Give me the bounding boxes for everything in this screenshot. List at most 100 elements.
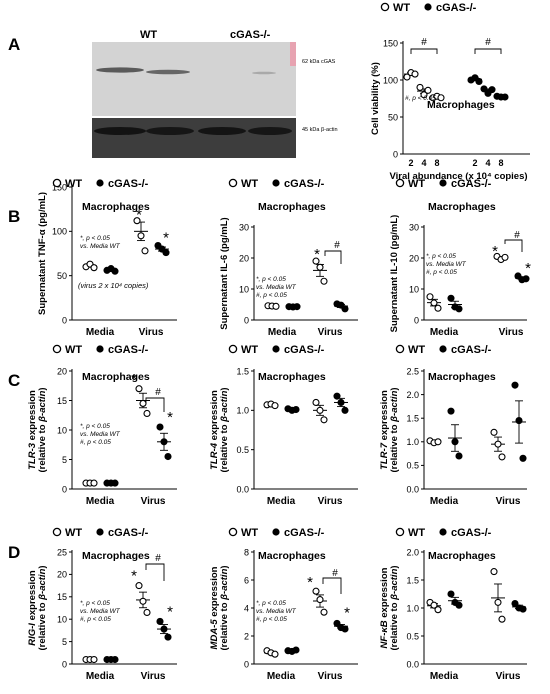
y-axis-label: TLR-3 expression xyxy=(27,390,38,470)
data-group xyxy=(333,300,349,313)
blot-actin-membrane xyxy=(92,118,296,158)
wt-data-point xyxy=(430,601,438,609)
y-tick-label: 50 xyxy=(388,112,398,122)
legend: WT cGAS-/- xyxy=(228,527,325,539)
x-category-label: Media xyxy=(430,671,459,682)
wt-data-point xyxy=(139,399,147,408)
wt-data-point xyxy=(316,596,324,604)
y-tick-label: 6 xyxy=(244,575,249,585)
y-axis-label2-pre: (relative to xyxy=(37,422,48,473)
legend-ko-marker xyxy=(272,345,280,353)
y-tick-label: 0 xyxy=(244,315,249,325)
data-group xyxy=(82,479,98,487)
y-tick-label: 1.5 xyxy=(406,414,419,424)
y-tick-label: 100 xyxy=(52,227,67,237)
legend-wt-marker xyxy=(395,344,405,354)
data-group xyxy=(429,92,445,102)
cgas-data-point xyxy=(451,438,459,446)
significance-star: * xyxy=(131,371,137,388)
wt-data-point xyxy=(430,299,438,307)
y-axis-label-rest: expression xyxy=(209,566,220,619)
x-category-label: Virus xyxy=(496,496,521,507)
stat-note: #, p < 0.05 xyxy=(256,292,287,299)
legend-wt-marker xyxy=(228,178,238,188)
cgas-data-point xyxy=(455,305,463,313)
data-group xyxy=(312,587,328,616)
y-tick-label: 15 xyxy=(57,592,67,602)
cgas-data-point xyxy=(515,417,523,425)
wt-data-point xyxy=(424,86,432,94)
y-tick-label: 10 xyxy=(57,425,67,435)
wt-data-point xyxy=(434,304,442,312)
y-axis-gene: RIG-I xyxy=(27,623,38,646)
chart-b3: 0 10 20 30 Supernatant IL-10 (pg/mL) Media Vir… xyxy=(389,201,531,338)
wt-data-point xyxy=(312,398,320,407)
x-tick-label: 8 xyxy=(498,158,503,168)
wt-data-point xyxy=(498,453,506,461)
wt-data-point xyxy=(434,606,442,614)
significance-star: * xyxy=(167,409,173,426)
wt-data-point xyxy=(133,217,141,225)
cgas-data-point xyxy=(111,267,119,275)
chart-title: Macrophages xyxy=(428,371,496,383)
y-axis-label2-pre: (relative to xyxy=(219,600,230,651)
legend-ko-label: cGAS-/- xyxy=(451,178,492,190)
data-group xyxy=(416,83,432,99)
blot-actin-band-3 xyxy=(198,127,246,135)
y-axis-label2-gene: β-actin xyxy=(219,390,230,422)
legend-ko-marker xyxy=(439,179,447,187)
legend: WT cGAS-/- xyxy=(52,527,149,539)
data-group xyxy=(447,294,463,313)
data-group xyxy=(511,599,527,613)
chart-b1: 0 50 100 150 Supernatant TNF-α (pg/mL) Media V… xyxy=(37,182,177,338)
blot-actin-band-2 xyxy=(146,127,194,135)
wt-data-point xyxy=(320,608,328,616)
stat-note: vs. Media WT xyxy=(426,261,467,268)
wt-data-point xyxy=(316,406,324,414)
wt-data-point xyxy=(437,94,445,102)
cgas-data-point xyxy=(341,625,349,633)
data-group xyxy=(156,617,172,641)
y-tick-label: 0 xyxy=(62,659,67,669)
wt-data-point xyxy=(312,257,320,265)
y-tick-label: 1.0 xyxy=(236,406,249,416)
y-tick-label: 25 xyxy=(57,547,67,557)
blot-actin-band-4 xyxy=(248,127,292,135)
y-tick-label: 5 xyxy=(62,637,67,647)
y-axis-label-line2: (relative to β-actin) xyxy=(37,565,48,650)
y-axis-label: Supernatant TNF-α (pg/mL) xyxy=(37,192,48,315)
data-group xyxy=(312,257,328,285)
legend-ko-marker xyxy=(272,528,280,536)
y-axis-label2-post: ) xyxy=(219,387,230,390)
y-tick-label: 0 xyxy=(414,315,419,325)
data-group xyxy=(156,423,172,461)
x-category-label: Virus xyxy=(318,496,343,507)
x-tick-label: 2 xyxy=(408,158,413,168)
y-tick-label: 0 xyxy=(393,149,398,159)
legend-wt-label: WT xyxy=(241,178,258,190)
y-axis-label-line2: (relative to β-actin) xyxy=(389,387,400,472)
wt-data-point xyxy=(137,232,145,240)
y-tick-label: 0.0 xyxy=(236,484,249,494)
legend-wt-marker xyxy=(52,178,62,188)
y-axis-gene: NF-κB xyxy=(379,620,390,648)
data-group xyxy=(403,69,419,81)
cgas-data-point xyxy=(519,605,527,613)
data-group xyxy=(103,655,119,664)
legend-wt-marker xyxy=(52,344,62,354)
data-group xyxy=(514,272,530,284)
cgas-data-point xyxy=(164,633,172,641)
legend-ko-marker xyxy=(439,528,447,536)
data-group xyxy=(426,293,442,312)
chart-c3: 0.0 0.5 1.0 1.5 2.0 2.5 TLR-7 expression(relat… xyxy=(379,366,527,507)
legend: WT cGAS-/- xyxy=(52,344,149,356)
wt-data-point xyxy=(135,582,143,590)
stat-note: *, p < 0.05 xyxy=(80,600,110,607)
chart-title: Macrophages xyxy=(82,201,150,213)
y-axis-label-line2: (relative to β-actin) xyxy=(219,387,230,472)
cgas-data-point xyxy=(160,625,168,633)
x-category-label: Virus xyxy=(141,496,166,507)
y-axis-label2-gene: β-actin xyxy=(219,568,230,600)
legend-ko-marker xyxy=(439,345,447,353)
y-tick-label: 50 xyxy=(57,271,67,281)
